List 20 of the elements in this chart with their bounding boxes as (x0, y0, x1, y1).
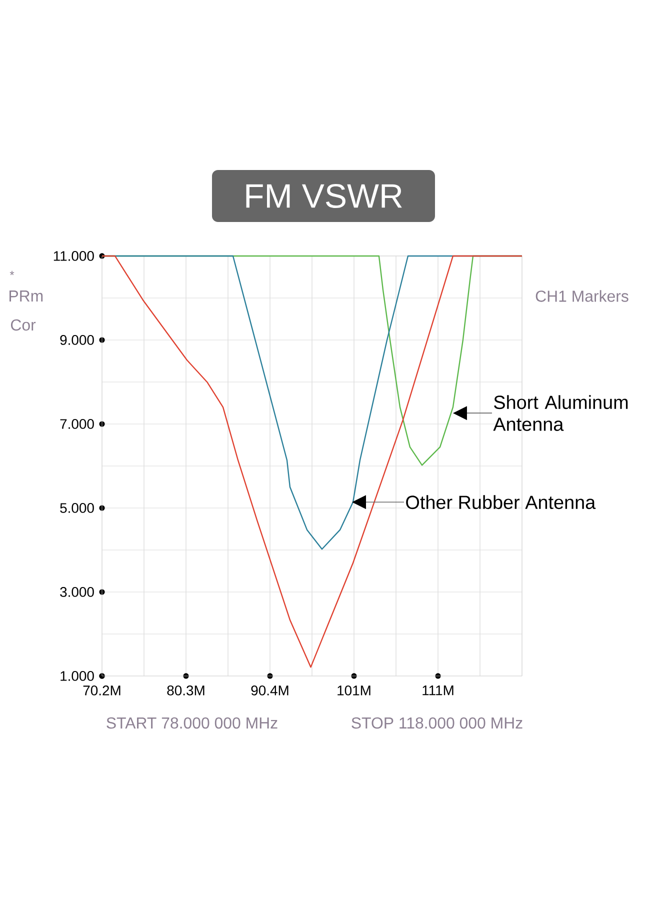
chart-title: FM VSWR (246, 184, 402, 208)
annotation: Short Aluminum Antenna (493, 395, 628, 431)
x-tick-label: 70.2M (83, 686, 120, 696)
y-tick-label: 7.000 (60, 419, 94, 429)
x-tick-label: 101M (338, 686, 370, 696)
y-tick-label: 11.000 (54, 251, 94, 261)
text: START 78.000 000 MHz (106, 717, 278, 729)
y-tick-label: 5.000 (60, 503, 94, 513)
text: Cor (11, 319, 36, 331)
x-tick-label: 111M (422, 686, 454, 696)
text: STOP 118.000 000 MHz (352, 717, 522, 729)
text: CH1 Markers (536, 290, 628, 302)
y-tick-label: 1.000 (60, 671, 94, 681)
y-tick-label: 9.000 (60, 335, 94, 345)
x-tick-label: 90.4M (251, 686, 288, 696)
x-tick-label: 80.3M (167, 686, 204, 696)
text: PRm (10, 290, 43, 302)
y-tick-label: 3.000 (60, 587, 94, 597)
annotation: Other Rubber Antenna (406, 495, 596, 510)
text: * (10, 270, 14, 276)
